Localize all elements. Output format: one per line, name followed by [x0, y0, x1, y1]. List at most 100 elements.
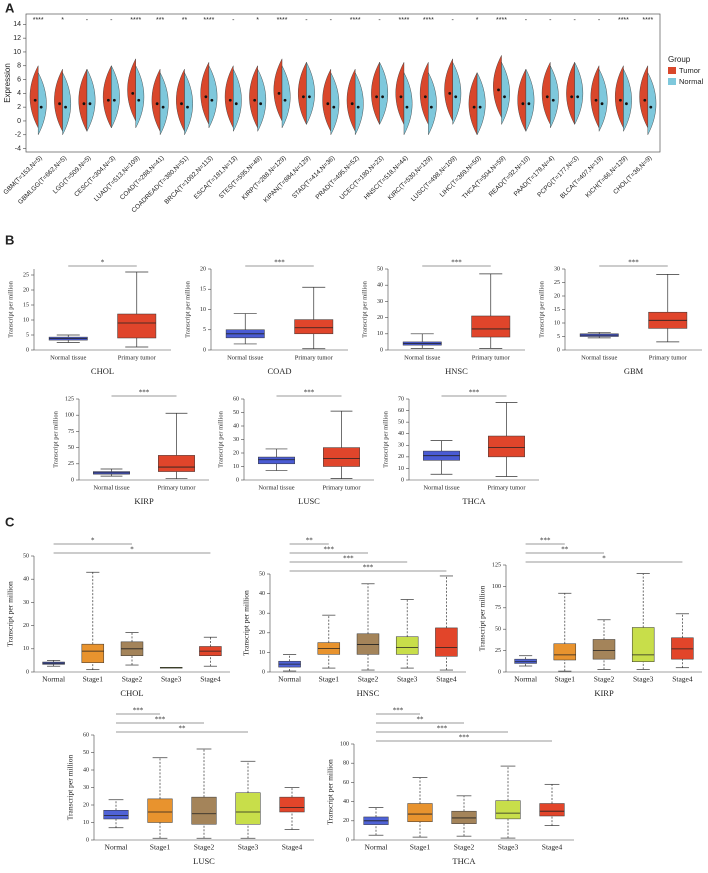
median-dot: [649, 105, 653, 109]
y-axis-label: Transcript per million: [326, 759, 335, 825]
box-chart: 0 20 40 60 80 100 Transcript per million THCA No…: [326, 707, 574, 866]
x-tick-label: Normal: [365, 843, 388, 852]
legend-swatch: [668, 67, 676, 74]
box: [323, 447, 360, 467]
median-dot: [429, 105, 433, 109]
x-tick-label: Stage1: [410, 843, 431, 852]
y-tick-label: 20: [23, 287, 29, 293]
significance-label: -: [598, 17, 601, 24]
significance-label: **: [182, 17, 188, 24]
median-dot: [399, 95, 403, 99]
violin-half: [550, 65, 559, 128]
box-chart: 0 10 20 30 40 50 Transcript per million CHOL Nor…: [6, 537, 230, 698]
box: [495, 800, 521, 820]
violin-half: [371, 62, 380, 125]
y-axis-label: Transcript per million: [361, 280, 368, 338]
y-tick-label: 0: [557, 347, 560, 353]
significance-label: -: [232, 17, 235, 24]
x-tick-label: Stage4: [200, 675, 221, 684]
box: [395, 636, 419, 655]
y-tick-label: 0: [236, 477, 239, 483]
panel-label: B: [5, 232, 14, 247]
box: [407, 803, 433, 823]
x-tick-label: STAD(T=414,N=36): [291, 155, 336, 200]
y-tick-label: 10: [259, 650, 265, 656]
y-tick-label: 100: [65, 413, 74, 419]
median-dot: [186, 105, 189, 109]
median-dot: [332, 105, 336, 109]
violin-half: [54, 69, 63, 132]
y-axis-label: Transcript per million: [382, 410, 389, 468]
median-dot: [283, 98, 287, 102]
significance-label: ***: [343, 555, 354, 563]
significance-label: ***: [139, 389, 150, 397]
box: [158, 455, 195, 472]
significance-label: *: [91, 537, 95, 545]
box: [514, 658, 537, 664]
y-tick-label: 20: [83, 802, 89, 808]
x-tick-label: THCA(T=504,N=59): [461, 155, 507, 201]
median-dot: [259, 102, 263, 106]
y-tick-label: 20: [343, 818, 349, 824]
y-tick-label: 40: [83, 767, 89, 773]
violin-half: [566, 62, 575, 125]
chart-title: CHOL: [91, 366, 114, 376]
box-chart: 0 5 10 15 20 25 Transcript per million CHOL Norm…: [7, 259, 171, 376]
y-tick-label: 10: [200, 307, 206, 313]
chart-title: GBM: [624, 366, 644, 376]
x-tick-label: Stage1: [83, 675, 104, 684]
significance-label: *: [602, 555, 606, 563]
median-dot: [381, 95, 384, 99]
y-tick-label: 20: [259, 630, 265, 636]
x-tick-label: Normal tissue: [93, 484, 129, 491]
x-tick-label: Stage3: [498, 843, 519, 852]
y-tick-label: 10: [13, 49, 21, 56]
x-tick-label: Primary tumor: [487, 484, 526, 491]
x-tick-label: KICH(T=66,N=129): [585, 155, 630, 200]
chart-title: THCA: [452, 856, 476, 866]
y-tick-label: 5: [557, 334, 560, 340]
violin-half: [452, 62, 462, 125]
chart-title: LUSC: [193, 856, 215, 866]
x-tick-label: Normal tissue: [258, 484, 294, 491]
significance-label: ***: [469, 389, 480, 397]
y-tick-label: 20: [23, 623, 29, 629]
x-tick-label: BRCA(T=1092,N=113): [163, 155, 214, 206]
x-tick-label: GBMLGG(T=662,N=5): [17, 155, 68, 206]
violin-half: [428, 72, 437, 135]
y-tick-label: 40: [233, 423, 239, 429]
violin-half: [224, 65, 234, 128]
box-chart: 0 10 20 30 40 50 60 Transcript per million LUSC N…: [217, 389, 374, 506]
y-tick-label: 50: [259, 571, 265, 577]
median-dot: [277, 91, 281, 95]
significance-label: ****: [642, 17, 653, 24]
violin-half: [525, 69, 535, 132]
x-tick-label: KIRC(T=530,N=129): [387, 155, 434, 202]
violin-half: [639, 65, 649, 128]
x-tick-label: Normal: [514, 675, 537, 684]
median-dot: [448, 91, 452, 95]
x-tick-label: Stage3: [633, 675, 654, 684]
y-tick-label: 20: [554, 293, 560, 299]
y-tick-label: 25: [23, 272, 29, 278]
y-axis-label: Transcript per million: [52, 410, 59, 468]
y-tick-label: 20: [233, 450, 239, 456]
y-tick-label: 60: [83, 732, 89, 738]
median-dot: [350, 102, 354, 106]
y-tick-label: 100: [492, 584, 501, 590]
y-tick-label: 40: [259, 591, 265, 597]
median-dot: [497, 88, 500, 92]
violin-half: [159, 72, 169, 135]
y-axis-label: Transcript per million: [66, 754, 75, 820]
y-tick-label: 0: [71, 477, 74, 483]
y-tick-label: 50: [495, 627, 501, 633]
x-tick-label: Stage4: [542, 843, 563, 852]
y-tick-label: 2: [17, 104, 21, 111]
x-tick-label: Primary tumor: [322, 484, 361, 491]
legend-label: Tumor: [679, 66, 701, 75]
median-dot: [137, 98, 141, 102]
median-dot: [326, 102, 330, 106]
x-tick-label: ESCA(T=181,N=13): [193, 155, 239, 201]
significance-label: ***: [155, 716, 166, 724]
